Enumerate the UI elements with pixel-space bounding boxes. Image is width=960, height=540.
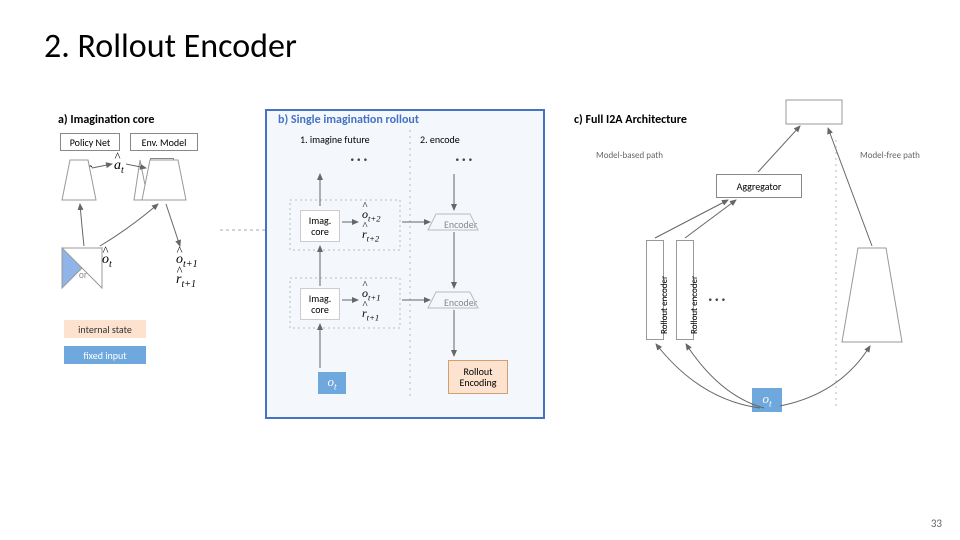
imag-core-1: Imag.core (300, 210, 340, 242)
env-model-box: Env. Model (130, 133, 198, 151)
b-sub2-label: 2. encode (420, 133, 460, 146)
em-box: EM (150, 158, 174, 178)
page-number: 33 (931, 517, 942, 530)
a-hat-symbol: at (114, 158, 124, 176)
pi-v-output: π, V (800, 108, 823, 124)
dots-c: ··· (708, 288, 728, 310)
aggregator-box: Aggregator (716, 174, 802, 198)
legend-fixed-input: fixed input (64, 346, 146, 364)
o-t-or-symbol: ot or (78, 254, 88, 280)
encoder-2-label: Encoder (444, 296, 477, 309)
r-hat-t1-b: rt+1 (362, 306, 379, 322)
rollout-encoder-1-label: Rollout encoder (659, 276, 670, 334)
legend-internal-state: internal state (64, 320, 146, 338)
o-t-fixed-box-c: ot (752, 388, 782, 412)
slide-title-text: 2. Rollout Encoder (44, 26, 297, 67)
slide-title: 2. Rollout Encoder (44, 26, 297, 67)
section-a-label: a) Imagination core (58, 113, 154, 127)
encoder-1-label: Encoder (444, 218, 477, 231)
dots-b-left: ··· (350, 148, 370, 170)
r-hat-t2: rt+2 (362, 227, 379, 243)
section-c-label: c) Full I2A Architecture (574, 113, 687, 127)
o-t-fixed-box-b: ot (318, 372, 346, 394)
section-b-label: b) Single imagination rollout (278, 113, 419, 127)
imag-core-2: Imag.core (300, 288, 340, 320)
b-sub1-label: 1. imagine future (300, 133, 370, 146)
rollout-encoding-box: RolloutEncoding (448, 360, 508, 394)
r-hat-t1-symbol: rt+1 (176, 272, 196, 290)
o-hat-t-symbol: ot (102, 252, 112, 270)
dots-b-right: ··· (455, 148, 475, 170)
model-free-path-label: Model-free path (860, 150, 920, 161)
pi-hat-symbol: π̂ (80, 164, 87, 180)
rollout-encoder-2-label: Rollout encoder (689, 276, 700, 334)
policy-net-box: Policy Net (60, 133, 120, 151)
model-based-path-label: Model-based path (596, 150, 663, 161)
